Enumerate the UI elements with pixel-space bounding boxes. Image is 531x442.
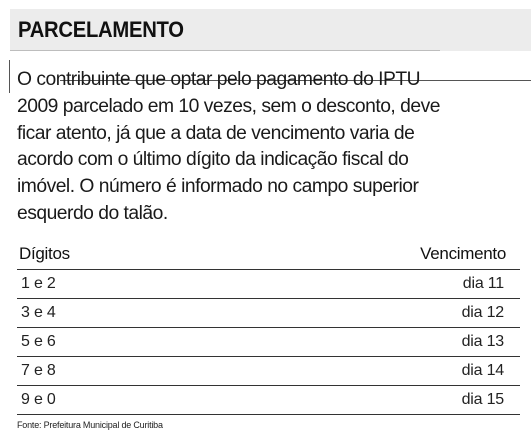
left-divider — [9, 60, 10, 93]
cell-due: dia 12 — [461, 304, 505, 321]
top-rule — [60, 80, 531, 81]
table-header: Dígitos Vencimento — [17, 240, 520, 270]
column-header-due: Vencimento — [420, 244, 506, 263]
body-line: esquerdo do talão. — [17, 202, 168, 224]
body-line: acordo com o último dígito da indicação … — [17, 149, 409, 171]
table-row: 1 e 2 dia 11 — [17, 270, 520, 299]
body-paragraph: O contribuinte que optar pelo pagamento … — [17, 67, 517, 228]
body-line: 2009 parcelado em 10 vezes, sem o descon… — [17, 95, 440, 117]
table-row: 3 e 4 dia 12 — [17, 299, 520, 328]
column-header-digits: Dígitos — [19, 244, 70, 263]
cell-due: dia 15 — [461, 391, 505, 408]
cell-digits: 3 e 4 — [21, 304, 56, 321]
title-underline — [10, 50, 440, 51]
cell-due: dia 13 — [461, 333, 505, 350]
due-date-table: Dígitos Vencimento 1 e 2 dia 11 3 e 4 di… — [17, 240, 520, 415]
page-title: PARCELAMENTO — [18, 17, 184, 42]
body-line: ficar atento, já que a data de venciment… — [17, 122, 415, 144]
table-row: 9 e 0 dia 15 — [17, 386, 520, 415]
title-bar: PARCELAMENTO — [10, 9, 531, 51]
cell-digits: 5 e 6 — [21, 333, 56, 350]
cell-digits: 1 e 2 — [21, 275, 56, 292]
table-row: 5 e 6 dia 13 — [17, 328, 520, 357]
table-row: 7 e 8 dia 14 — [17, 357, 520, 386]
cell-digits: 7 e 8 — [21, 362, 56, 379]
cell-due: dia 14 — [461, 362, 505, 379]
cell-digits: 9 e 0 — [21, 391, 56, 408]
body-line: imóvel. O número é informado no campo su… — [17, 176, 419, 198]
source-note: Fonte: Prefeitura Municipal de Curitiba — [17, 420, 163, 430]
body-line: O contribuinte que optar pelo pagamento … — [17, 69, 421, 90]
cell-due: dia 11 — [462, 275, 504, 292]
